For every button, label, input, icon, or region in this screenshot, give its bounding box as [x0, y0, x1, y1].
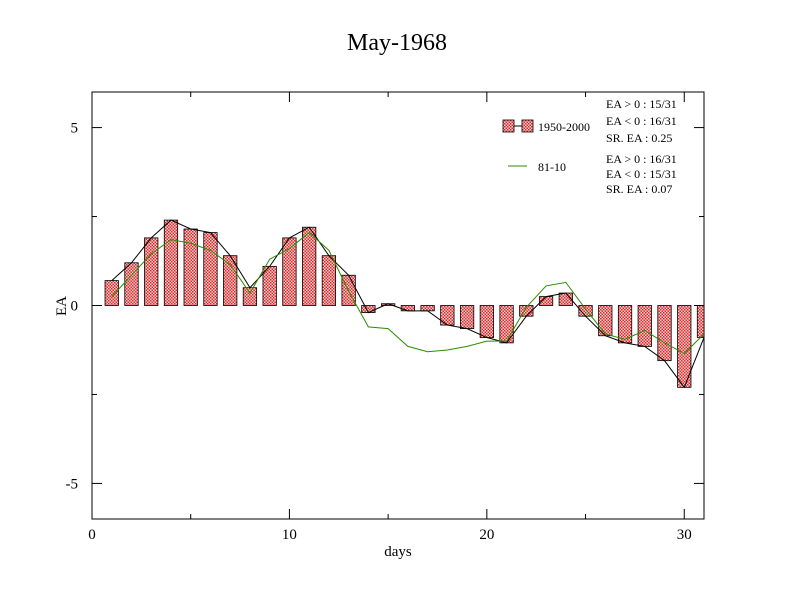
x-tick-label-10: 10	[282, 527, 297, 543]
legend-stat-1950-2000-pos: EA > 0 : 15/31	[606, 97, 677, 111]
bar-day-9	[262, 265, 277, 306]
bar-day-29	[657, 305, 672, 362]
y-tick-label-0: 0	[71, 299, 79, 315]
x-tick-label-30: 30	[677, 527, 692, 543]
legend: 1950-2000 EA > 0 : 15/31 EA < 0 : 16/31 …	[502, 97, 677, 196]
legend-swatch-bar-1950-2000-left	[502, 119, 515, 133]
bar-day-8	[242, 287, 258, 306]
bar-day-4	[163, 219, 179, 306]
bar-day-2	[124, 262, 139, 306]
bar-day-12	[321, 255, 337, 306]
legend-stat-81-10-pos: EA > 0 : 16/31	[606, 152, 677, 166]
bar-day-16	[400, 305, 415, 312]
bar-day-31	[696, 305, 705, 338]
y-tick-label--5: -5	[66, 476, 79, 492]
bar-day-17	[420, 305, 435, 312]
bar-day-19	[459, 305, 475, 330]
bar-day-20	[479, 305, 494, 338]
lines-layer	[111, 219, 705, 389]
x-tick-label-20: 20	[479, 527, 494, 543]
series-line-81-10	[111, 231, 705, 355]
legend-label-1950-2000: 1950-2000	[538, 120, 590, 134]
legend-swatch-bar-1950-2000-right	[521, 119, 534, 133]
bar-day-11	[302, 226, 317, 306]
series-line-1950-2000	[111, 219, 705, 389]
ticks-layer: 0 10 20 30 5 0 -5	[66, 92, 704, 543]
bar-day-28	[637, 305, 652, 347]
chart-title: May-1968	[347, 30, 447, 56]
x-tick-label-0: 0	[88, 527, 96, 543]
y-axis-label: EA	[54, 296, 70, 316]
bar-day-6	[203, 232, 218, 306]
legend-stat-1950-2000-sr: SR. EA : 0.25	[606, 131, 672, 145]
bar-day-3	[144, 237, 159, 306]
bar-day-1	[104, 280, 119, 306]
x-axis-label: days	[384, 544, 412, 560]
bar-day-5	[183, 228, 198, 306]
legend-stat-81-10-sr: SR. EA : 0.07	[606, 182, 672, 196]
y-tick-label-5: 5	[71, 121, 79, 137]
legend-stat-1950-2000-neg: EA < 0 : 16/31	[606, 114, 677, 128]
legend-stat-81-10-neg: EA < 0 : 15/31	[606, 167, 677, 181]
legend-label-81-10: 81-10	[538, 160, 566, 174]
